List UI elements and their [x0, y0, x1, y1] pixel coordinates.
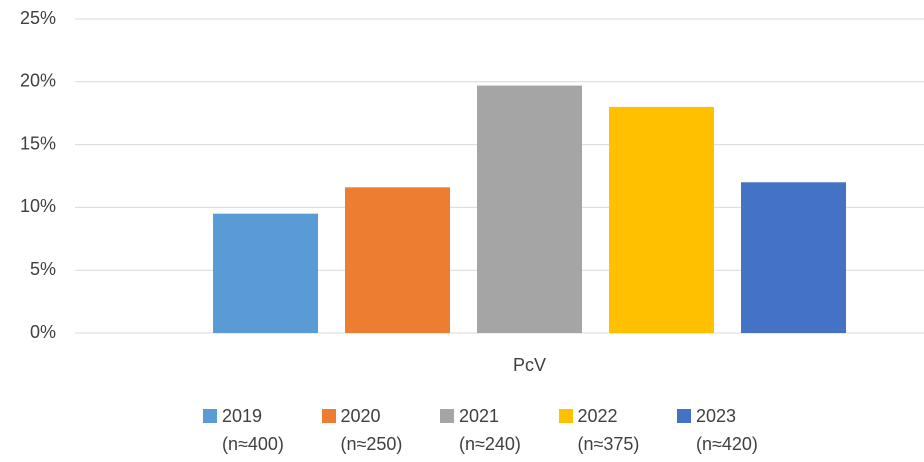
- bar: [345, 187, 450, 333]
- legend-item: 2019 (n≈400): [203, 402, 304, 458]
- legend-label: 2023 (n≈420): [696, 406, 758, 454]
- plot: 0% 5% 10% 15% 20% 25% PcV: [20, 8, 924, 375]
- legend-label: 2022 (n≈375): [577, 406, 640, 454]
- y-tick-label: 20%: [20, 71, 56, 91]
- legend-item: 2023 (n≈420): [677, 402, 778, 458]
- legend-label: 2021 (n≈240): [459, 406, 521, 454]
- y-tick-label: 15%: [20, 133, 56, 153]
- bar: [741, 182, 846, 333]
- bar: [609, 106, 714, 333]
- legend-swatch: [677, 409, 691, 423]
- y-tick-label: 10%: [20, 196, 56, 216]
- bar: [477, 85, 582, 334]
- legend-label: 2020 (n≈250): [340, 406, 403, 454]
- y-tick-label: 25%: [20, 8, 56, 28]
- bar: [213, 213, 318, 333]
- y-tick-label: 5%: [30, 259, 56, 279]
- legend-label: 2019 (n≈400): [222, 406, 284, 454]
- legend-swatch: [321, 409, 336, 423]
- legend-item: 2021 (n≈240): [440, 402, 541, 458]
- legend-swatch: [440, 409, 454, 423]
- legend-swatch: [558, 409, 573, 423]
- x-tick-label: PcV: [513, 355, 546, 375]
- y-tick-label: 0%: [30, 322, 56, 342]
- legend-swatch: [203, 409, 217, 423]
- legend: 2019 (n≈400) 2020 (n≈250) 2021 (n≈240) 2022…: [0, 402, 924, 462]
- legend-item: 2020 (n≈250): [321, 402, 423, 458]
- legend-item: 2022 (n≈375): [558, 402, 660, 458]
